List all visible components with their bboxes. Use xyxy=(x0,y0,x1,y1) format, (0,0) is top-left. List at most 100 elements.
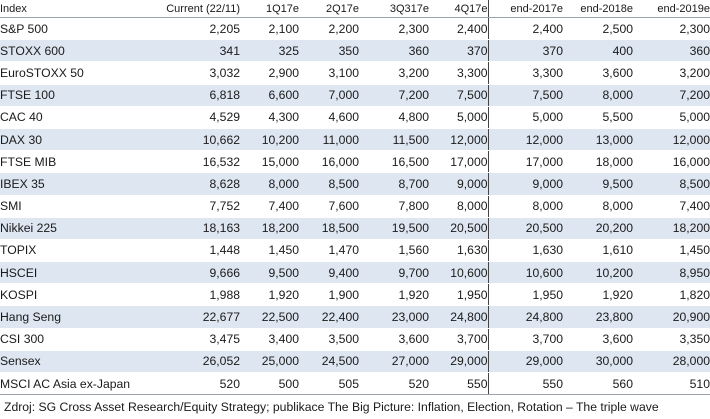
value-cell: 4,529 xyxy=(152,106,240,129)
value-cell: 1,630 xyxy=(429,239,488,263)
value-cell: 8,000 xyxy=(563,84,633,107)
value-cell: 28,000 xyxy=(633,350,710,374)
index-name-cell: CAC 40 xyxy=(0,106,152,129)
table-row: SMI 7,752 7,400 7,600 7,800 8,000 8,000 8,000 7,… xyxy=(0,195,710,218)
source-note: Zdroj: SG Cross Asset Research/Equity St… xyxy=(4,400,659,414)
value-cell: 8,000 xyxy=(429,195,488,218)
index-name-cell: Sensex xyxy=(0,350,152,374)
value-cell: 1,920 xyxy=(240,283,299,307)
value-cell: 5,500 xyxy=(563,106,633,129)
value-cell: 17,000 xyxy=(429,150,488,174)
value-cell: 9,700 xyxy=(359,261,429,285)
value-cell: 7,200 xyxy=(359,84,429,107)
column-header: 4Q17e xyxy=(429,0,488,18)
value-cell: 1,450 xyxy=(633,239,710,263)
table-row: CSI 300 3,475 3,400 3,500 3,600 3,700 3,700 3,6… xyxy=(0,328,710,351)
value-cell: 23,800 xyxy=(563,305,633,329)
value-cell: 400 xyxy=(563,39,633,63)
value-cell: 510 xyxy=(633,372,710,396)
index-name-cell: TOPIX xyxy=(0,239,152,263)
value-cell: 22,400 xyxy=(299,305,359,329)
value-cell: 2,300 xyxy=(359,17,429,41)
value-cell: 17,000 xyxy=(487,150,563,174)
value-cell: 20,500 xyxy=(429,217,488,240)
value-cell: 1,470 xyxy=(299,239,359,263)
index-name-cell: FTSE 100 xyxy=(0,84,152,107)
value-cell: 7,752 xyxy=(152,195,240,218)
value-cell: 370 xyxy=(429,39,488,63)
column-header: 2Q17e xyxy=(299,0,359,18)
value-cell: 30,000 xyxy=(563,350,633,374)
value-cell: 1,920 xyxy=(359,283,429,307)
value-cell: 10,200 xyxy=(563,261,633,285)
value-cell: 1,448 xyxy=(152,239,240,263)
table-row: IBEX 35 8,628 8,000 8,500 8,700 9,000 9,000 9,5… xyxy=(0,172,710,196)
table-body: S&P 500 2,205 2,100 2,200 2,300 2,400 2,400 2,5… xyxy=(0,17,710,396)
value-cell: 24,500 xyxy=(299,350,359,374)
table-row: MSCI AC Asia ex-Japan 520 500 505 520 550 550 5… xyxy=(0,372,710,396)
value-cell: 8,500 xyxy=(633,172,710,196)
value-cell: 6,600 xyxy=(240,84,299,107)
value-cell: 9,000 xyxy=(487,172,563,196)
value-cell: 325 xyxy=(240,39,299,63)
value-cell: 11,500 xyxy=(359,128,429,152)
value-cell: 9,500 xyxy=(563,172,633,196)
value-cell: 4,300 xyxy=(240,106,299,129)
value-cell: 7,000 xyxy=(299,84,359,107)
value-cell: 8,500 xyxy=(299,172,359,196)
value-cell: 1,988 xyxy=(152,283,240,307)
value-cell: 520 xyxy=(152,372,240,396)
table-row: DAX 30 10,662 10,200 11,000 11,500 12,000 12,0… xyxy=(0,128,710,152)
value-cell: 8,628 xyxy=(152,172,240,196)
index-name-cell: HSCEI xyxy=(0,261,152,285)
value-cell: 7,500 xyxy=(487,84,563,107)
table-row: EuroSTOXX 50 3,032 2,900 3,100 3,200 3,300 3,3… xyxy=(0,61,710,85)
index-name-cell: DAX 30 xyxy=(0,128,152,152)
value-cell: 2,200 xyxy=(299,17,359,41)
value-cell: 16,000 xyxy=(299,150,359,174)
value-cell: 3,600 xyxy=(563,328,633,351)
table-header: Index Current (22/11) 1Q17e 2Q17e 3Q317e 4Q17… xyxy=(0,0,710,18)
value-cell: 550 xyxy=(429,372,488,396)
value-cell: 2,400 xyxy=(429,17,488,41)
value-cell: 20,500 xyxy=(487,217,563,240)
value-cell: 20,900 xyxy=(633,305,710,329)
table-row: KOSPI 1,988 1,920 1,900 1,920 1,950 1,950 1,920… xyxy=(0,283,710,307)
value-cell: 24,800 xyxy=(429,305,488,329)
value-cell: 9,500 xyxy=(240,261,299,285)
value-cell: 1,610 xyxy=(563,239,633,263)
value-cell: 8,950 xyxy=(633,261,710,285)
value-cell: 4,600 xyxy=(299,106,359,129)
table-row: TOPIX 1,448 1,450 1,470 1,560 1,630 1,630 1,610… xyxy=(0,239,710,263)
value-cell: 10,600 xyxy=(429,261,488,285)
value-cell: 1,920 xyxy=(563,283,633,307)
value-cell: 500 xyxy=(240,372,299,396)
value-cell: 9,666 xyxy=(152,261,240,285)
value-cell: 341 xyxy=(152,39,240,63)
value-cell: 3,300 xyxy=(487,61,563,85)
index-name-cell: MSCI AC Asia ex-Japan xyxy=(0,372,152,396)
value-cell: 12,000 xyxy=(633,128,710,152)
value-cell: 3,700 xyxy=(429,328,488,351)
value-cell: 10,600 xyxy=(487,261,563,285)
table-row: FTSE 100 6,818 6,600 7,000 7,200 7,500 7,500 8,… xyxy=(0,84,710,107)
value-cell: 19,500 xyxy=(359,217,429,240)
value-cell: 11,000 xyxy=(299,128,359,152)
index-name-cell: EuroSTOXX 50 xyxy=(0,61,152,85)
value-cell: 550 xyxy=(487,372,563,396)
value-cell: 3,400 xyxy=(240,328,299,351)
table-row: S&P 500 2,205 2,100 2,200 2,300 2,400 2,400 2,5… xyxy=(0,17,710,41)
table-row: Sensex 26,052 25,000 24,500 27,000 29,000 29,0… xyxy=(0,350,710,374)
value-cell: 6,818 xyxy=(152,84,240,107)
value-cell: 3,300 xyxy=(429,61,488,85)
column-header: end-2018e xyxy=(563,0,633,18)
index-forecast-table: Index Current (22/11) 1Q17e 2Q17e 3Q317e 4Q17… xyxy=(0,0,710,396)
index-name-cell: STOXX 600 xyxy=(0,39,152,63)
value-cell: 8,700 xyxy=(359,172,429,196)
index-name-cell: KOSPI xyxy=(0,283,152,307)
value-cell: 7,500 xyxy=(429,84,488,107)
index-name-cell: IBEX 35 xyxy=(0,172,152,196)
value-cell: 3,200 xyxy=(633,61,710,85)
column-header: 3Q317e xyxy=(359,0,429,18)
